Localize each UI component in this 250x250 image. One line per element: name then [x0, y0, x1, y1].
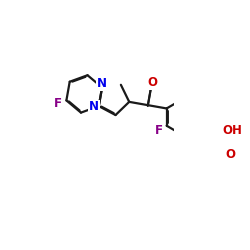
Text: OH: OH	[222, 124, 242, 137]
Text: N: N	[97, 76, 107, 90]
Text: O: O	[226, 148, 236, 161]
Text: F: F	[155, 124, 163, 136]
Text: O: O	[147, 76, 157, 89]
Text: F: F	[54, 97, 62, 110]
Text: N: N	[89, 100, 99, 114]
